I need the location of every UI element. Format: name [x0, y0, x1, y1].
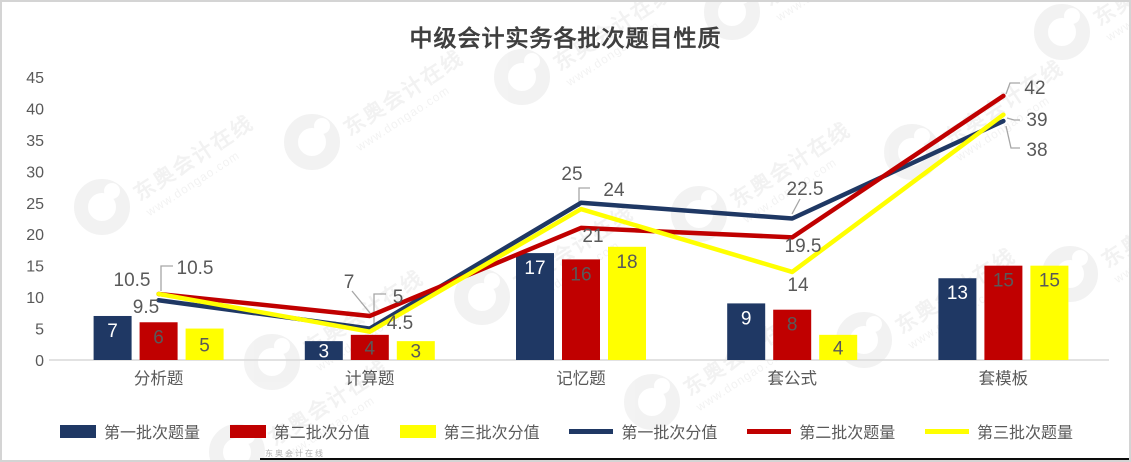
bar-第二批次分值-分析题 — [139, 322, 178, 360]
bar-label: 8 — [787, 315, 798, 336]
legend-label: 第三批次题量 — [976, 425, 1073, 442]
bar-第二批次分值-套模板 — [984, 265, 1023, 360]
line-point-label: 4.5 — [387, 313, 413, 334]
x-axis-category-label: 分析题 — [134, 369, 184, 388]
bar-第三批次分值-记忆题 — [608, 246, 646, 360]
legend-item-第一批次题量: 第一批次题量 — [60, 419, 200, 443]
y-axis-tick-label: 5 — [35, 322, 44, 339]
bar-label: 6 — [153, 327, 164, 348]
line-point-label: 38 — [1026, 140, 1047, 161]
line-第三批次题量 — [156, 112, 1006, 334]
line-point-label: 42 — [1024, 78, 1045, 99]
line-point-label: 5 — [393, 287, 404, 308]
y-axis-tick-label: 35 — [26, 133, 44, 150]
bar-第三批次分值-计算题 — [396, 341, 435, 360]
legend-label: 第三批次分值 — [443, 425, 540, 442]
bar-label: 18 — [616, 252, 637, 273]
legend-item-第二批次题量: 第二批次题量 — [747, 419, 895, 443]
legend-item-第三批次题量: 第三批次题量 — [924, 419, 1073, 443]
line-point-label: 21 — [582, 226, 603, 247]
chart-title: 中级会计实务各批次题目性质 — [409, 25, 722, 51]
bar-label: 15 — [1039, 271, 1060, 292]
bar-第三批次分值-分析题 — [185, 328, 224, 360]
y-axis-tick-label: 45 — [26, 70, 44, 87]
bar-label: 13 — [947, 283, 968, 304]
bar-label: 4 — [365, 338, 376, 359]
bar-第二批次分值-套公式 — [773, 309, 812, 360]
label-leader-line — [1006, 117, 1020, 121]
legend-label: 第二批次题量 — [799, 425, 896, 442]
line-point-label: 24 — [603, 180, 625, 201]
bar-第一批次题量-记忆题 — [516, 253, 554, 360]
label-leader-line — [160, 265, 173, 291]
legend-swatch-line — [924, 428, 969, 434]
y-axis-tick-label: 25 — [26, 196, 44, 213]
line-point-label: 14 — [787, 275, 809, 296]
y-axis-tick-label: 10 — [26, 290, 44, 307]
bar-label: 3 — [411, 342, 422, 363]
legend-label: 第一批次题量 — [104, 425, 201, 442]
legend-label: 第一批次分值 — [621, 425, 718, 442]
label-leader-line — [1005, 125, 1020, 149]
line-point-label: 39 — [1026, 110, 1047, 131]
bar-label: 9 — [741, 308, 752, 329]
bar-第二批次分值-记忆题 — [562, 259, 600, 360]
line-point-label: 10.5 — [114, 270, 151, 291]
y-axis-tick-label: 40 — [26, 101, 44, 118]
x-axis-category-label: 套公式 — [767, 369, 817, 388]
bar-第三批次分值-套公式 — [819, 334, 858, 360]
legend-item-第二批次分值: 第二批次分值 — [229, 419, 370, 443]
legend-item-第一批次分值: 第一批次分值 — [569, 419, 717, 443]
bar-第一批次题量-套公式 — [727, 303, 766, 360]
line-point-label: 25 — [561, 164, 582, 185]
legend-label: 第二批次分值 — [273, 425, 370, 442]
bar-label: 16 — [570, 264, 591, 285]
bar-label: 17 — [524, 258, 545, 279]
y-axis-tick-label: 30 — [26, 164, 44, 181]
bar-第二批次分值-计算题 — [350, 334, 389, 360]
legend-swatch-bar — [229, 424, 266, 438]
legend-swatch-line — [569, 428, 614, 434]
legend: 第一批次题量 第二批次分值 第三批次分值 第一批次分值 第二批次题量 第三批次题量 — [60, 419, 1073, 443]
line-point-label: 19.5 — [785, 236, 822, 257]
legend-swatch-line — [747, 428, 792, 434]
label-leader-line — [351, 290, 371, 314]
line-point-label: 9.5 — [133, 297, 159, 318]
x-axis-category-label: 记忆题 — [556, 369, 606, 388]
x-axis-category-label: 套模板 — [979, 369, 1029, 388]
bar-第一批次题量-计算题 — [304, 341, 343, 360]
bar-label: 3 — [319, 342, 330, 363]
line-第二批次题量 — [156, 93, 1006, 319]
bar-第一批次题量-分析题 — [93, 315, 132, 360]
line-point-label: 10.5 — [177, 258, 214, 279]
y-axis-tick-label: 15 — [26, 259, 44, 276]
x-axis-category-label: 计算题 — [345, 369, 395, 388]
label-leader-line — [1005, 82, 1020, 95]
label-leader-line — [578, 187, 590, 207]
line-point-label: 22.5 — [787, 179, 824, 200]
y-axis-tick-label: 20 — [26, 227, 44, 244]
label-leader-line — [791, 198, 801, 215]
bar-第一批次题量-套模板 — [938, 278, 977, 360]
line-point-label: 7 — [344, 272, 355, 293]
legend-swatch-bar — [399, 424, 436, 438]
bar-label: 4 — [833, 338, 844, 359]
bottom-black-strip — [260, 458, 1129, 460]
bar-第三批次分值-套模板 — [1030, 265, 1069, 360]
watermark-text-small: 东奥会计在线 — [265, 449, 325, 458]
bar-label: 15 — [993, 271, 1014, 292]
bar-label: 5 — [199, 335, 210, 356]
legend-swatch-bar — [60, 424, 96, 438]
bar-label: 7 — [107, 321, 118, 342]
y-axis-tick-label: 0 — [35, 353, 44, 370]
legend-item-第三批次分值: 第三批次分值 — [399, 419, 540, 443]
